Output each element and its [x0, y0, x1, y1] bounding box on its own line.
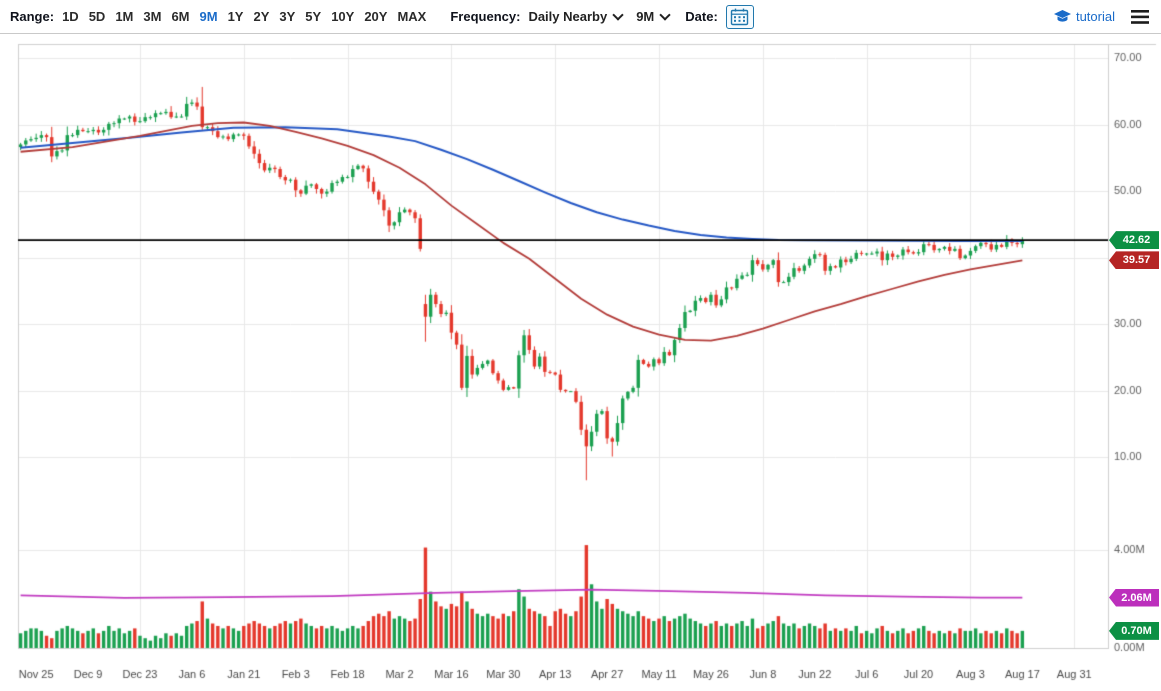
tutorial-link[interactable]: tutorial	[1053, 9, 1115, 24]
chart-area: 42.62 39.57 2.06M 0.70M	[0, 34, 1161, 691]
range-option-20y[interactable]: 20Y	[364, 9, 388, 24]
chevron-down-icon	[612, 8, 624, 21]
calendar-icon	[731, 8, 749, 25]
tutorial-label: tutorial	[1075, 9, 1115, 24]
frequency-dropdown[interactable]: Daily Nearby	[528, 8, 624, 24]
menu-button[interactable]	[1129, 8, 1151, 26]
frequency-value: Daily Nearby	[528, 9, 608, 24]
range-option-10y[interactable]: 10Y	[331, 9, 355, 24]
range-option-2y[interactable]: 2Y	[253, 9, 270, 24]
last-price-badge: 42.62	[1109, 231, 1159, 250]
candlestick-chart-canvas[interactable]	[0, 34, 1161, 691]
date-label: Date:	[685, 9, 718, 24]
range-label: Range:	[10, 9, 55, 24]
hamburger-menu-icon	[1131, 9, 1149, 24]
ma-red-value-badge: 39.57	[1109, 251, 1159, 270]
range-option-5d[interactable]: 5D	[88, 9, 106, 24]
chart-toolbar: Range: 1D 5D 1M 3M 6M 9M 1Y 2Y 3Y 5Y 10Y 20Y MAX Fre…	[0, 0, 1161, 34]
range-option-9m[interactable]: 9M	[199, 9, 218, 24]
chevron-down-icon	[659, 8, 671, 21]
range-option-1m[interactable]: 1M	[115, 9, 134, 24]
calendar-button[interactable]	[725, 4, 754, 29]
range-selector: 1D 5D 1M 3M 6M 9M 1Y 2Y 3Y 5Y 10Y 20Y MAX	[62, 9, 426, 24]
range-option-1d[interactable]: 1D	[62, 9, 79, 24]
tutorial-icon	[1053, 9, 1071, 22]
range-option-3y[interactable]: 3Y	[279, 9, 296, 24]
range-option-3m[interactable]: 3M	[143, 9, 162, 24]
period-dropdown[interactable]: 9M	[636, 8, 671, 24]
volume-ma-badge: 2.06M	[1109, 588, 1159, 607]
range-option-max[interactable]: MAX	[397, 9, 427, 24]
last-volume-badge: 0.70M	[1109, 621, 1159, 640]
range-option-6m[interactable]: 6M	[171, 9, 190, 24]
period-value: 9M	[636, 9, 655, 24]
frequency-label: Frequency:	[450, 9, 521, 24]
range-option-5y[interactable]: 5Y	[305, 9, 322, 24]
range-option-1y[interactable]: 1Y	[227, 9, 244, 24]
